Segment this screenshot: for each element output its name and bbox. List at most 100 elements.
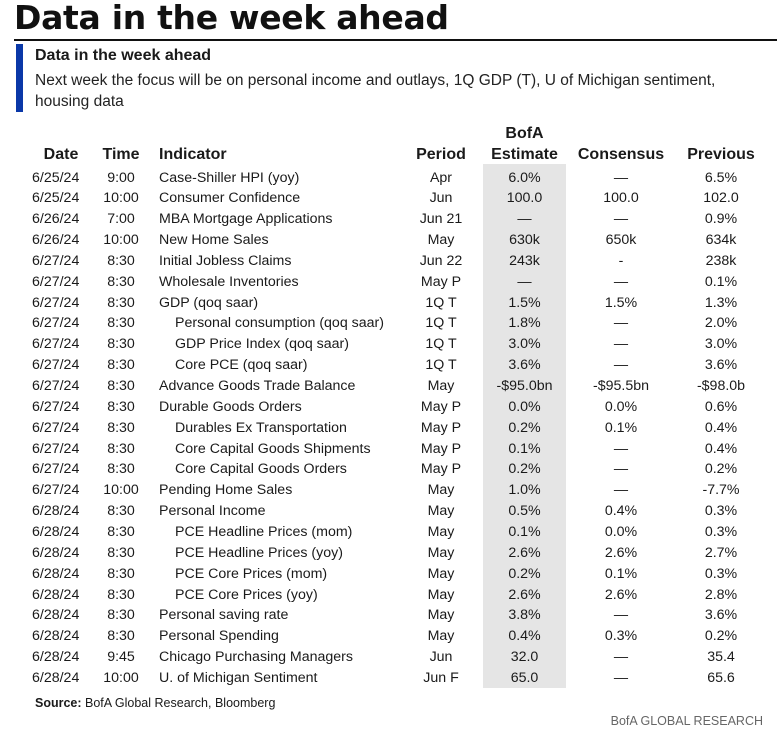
period-cell: May P: [420, 440, 462, 457]
column-header-previous: Previous: [687, 146, 755, 163]
indicator-cell: U. of Michigan Sentiment: [159, 669, 318, 686]
time-cell: 8:30: [107, 607, 135, 624]
consensus-cell: —: [613, 649, 629, 666]
indicator-cell: Personal Spending: [159, 628, 279, 645]
indicator-cell: Core Capital Goods Shipments: [175, 440, 371, 457]
table-row: 6/28/24 8:30 Personal saving rate May 3.8% — 3…: [0, 605, 777, 626]
bofa-estimate-cell: 0.1%: [508, 440, 541, 457]
period-cell: Jun 21: [419, 211, 463, 228]
previous-cell: -7.7%: [702, 482, 740, 499]
table-row: 6/27/24 8:30 GDP Price Index (qoq saar) 1Q …: [0, 334, 777, 355]
consensus-cell: —: [613, 336, 629, 353]
previous-cell: 634k: [705, 232, 737, 249]
previous-cell: 3.0%: [704, 336, 738, 353]
time-cell: 8:30: [107, 252, 135, 269]
table-row: 6/28/24 10:00 U. of Michigan Sentiment Jun …: [0, 668, 777, 689]
period-cell: 1Q T: [425, 315, 457, 332]
table-row: 6/25/24 9:00 Case-Shiller HPI (yoy) Apr 6.0%…: [0, 168, 777, 189]
indicator-cell: GDP Price Index (qoq saar): [175, 336, 350, 353]
date-cell: 6/27/24: [32, 315, 80, 332]
previous-cell: 0.2%: [704, 628, 738, 645]
table-row: 6/27/24 8:30 Core Capital Goods Shipments M…: [0, 439, 777, 460]
previous-cell: 0.4%: [704, 440, 738, 457]
indicator-cell: New Home Sales: [159, 232, 269, 249]
table-row: 6/27/24 8:30 GDP (qoq saar) 1Q T 1.5% 1.5% 1.3…: [0, 293, 777, 314]
column-header-period: Period: [416, 146, 466, 163]
previous-cell: 1.3%: [704, 294, 738, 311]
indicator-cell: Personal Income: [159, 503, 266, 520]
period-cell: May P: [420, 419, 462, 436]
indicator-cell: Pending Home Sales: [159, 482, 293, 499]
indicator-cell: Case-Shiller HPI (yoy): [159, 169, 300, 186]
period-cell: May P: [420, 398, 462, 415]
period-cell: May: [427, 607, 455, 624]
bofa-estimate-cell: —: [517, 211, 532, 228]
date-cell: 6/27/24: [32, 273, 80, 290]
date-cell: 6/27/24: [32, 252, 80, 269]
time-cell: 8:30: [107, 544, 135, 561]
source-label: Source:: [35, 696, 82, 710]
table-row: 6/27/24 8:30 Advance Goods Trade Balance Ma…: [0, 376, 777, 397]
bofa-estimate-cell: 1.8%: [508, 315, 541, 332]
table-row: 6/25/24 10:00 Consumer Confidence Jun 100.0 1…: [0, 188, 777, 209]
table-row: 6/28/24 8:30 PCE Headline Prices (mom) May 0…: [0, 522, 777, 543]
indicator-cell: MBA Mortgage Applications: [159, 211, 333, 228]
column-header-time: Time: [102, 146, 140, 163]
bofa-estimate-cell: 3.0%: [508, 336, 541, 353]
bofa-estimate-cell: 2.6%: [508, 586, 541, 603]
previous-cell: 3.6%: [704, 607, 738, 624]
time-cell: 10:00: [103, 232, 139, 249]
date-cell: 6/27/24: [32, 461, 80, 478]
time-cell: 8:30: [107, 586, 135, 603]
bofa-estimate-cell: 0.2%: [508, 565, 541, 582]
bofa-estimate-cell: 2.6%: [508, 544, 541, 561]
indicator-cell: Initial Jobless Claims: [159, 252, 292, 269]
indicator-cell: Personal consumption (qoq saar): [175, 315, 384, 332]
consensus-cell: 2.6%: [604, 586, 638, 603]
consensus-cell: 100.0: [603, 190, 639, 207]
consensus-cell: —: [613, 357, 629, 374]
table-row: 6/27/24 8:30 Personal consumption (qoq saa…: [0, 313, 777, 334]
time-cell: 8:30: [107, 336, 135, 353]
column-header-consensus: Consensus: [577, 146, 665, 163]
consensus-cell: 1.5%: [604, 294, 638, 311]
section-description: Next week the focus will be on personal …: [35, 72, 716, 110]
bofa-estimate-cell: 3.6%: [508, 357, 541, 374]
previous-cell: 0.3%: [704, 503, 738, 520]
table-row: 6/27/24 8:30 Initial Jobless Claims Jun 22 2…: [0, 251, 777, 272]
estimate-column-shading: [483, 164, 566, 688]
table-row: 6/28/24 8:30 PCE Headline Prices (yoy) May 2…: [0, 543, 777, 564]
table-row: 6/28/24 9:45 Chicago Purchasing Managers Ju…: [0, 647, 777, 668]
title-divider: [14, 39, 777, 41]
consensus-cell: 2.6%: [604, 544, 638, 561]
section-title: Data in the week ahead: [35, 47, 212, 64]
time-cell: 10:00: [103, 190, 139, 207]
bofa-estimate-cell: 0.2%: [508, 461, 541, 478]
consensus-cell: -$95.5bn: [592, 378, 649, 394]
time-cell: 8:30: [107, 378, 135, 394]
bofa-estimate-cell: 100.0: [506, 190, 543, 207]
time-cell: 8:30: [107, 565, 135, 582]
previous-cell: 0.9%: [704, 211, 738, 228]
date-cell: 6/28/24: [32, 628, 80, 645]
date-cell: 6/28/24: [32, 669, 80, 686]
consensus-cell: —: [613, 315, 629, 332]
table-row: 6/27/24 8:30 Core Capital Goods Orders May …: [0, 459, 777, 480]
bofa-estimate-cell: 0.4%: [508, 628, 541, 645]
period-cell: Jun: [429, 649, 453, 666]
date-cell: 6/28/24: [32, 544, 80, 561]
period-cell: May: [427, 565, 455, 582]
consensus-cell: —: [613, 607, 629, 624]
period-cell: May: [427, 544, 455, 561]
period-cell: May: [427, 378, 455, 394]
indicator-cell: PCE Headline Prices (mom): [175, 523, 353, 540]
period-cell: May: [427, 628, 455, 645]
period-cell: May: [427, 503, 455, 520]
date-cell: 6/27/24: [32, 419, 80, 436]
bofa-estimate-cell: 32.0: [510, 649, 539, 666]
consensus-cell: 0.4%: [604, 503, 638, 520]
time-cell: 8:30: [107, 419, 135, 436]
table-row: 6/27/24 8:30 Core PCE (qoq saar) 1Q T 3.6% — 3…: [0, 355, 777, 376]
period-cell: May: [427, 232, 455, 249]
period-cell: 1Q T: [425, 294, 457, 311]
